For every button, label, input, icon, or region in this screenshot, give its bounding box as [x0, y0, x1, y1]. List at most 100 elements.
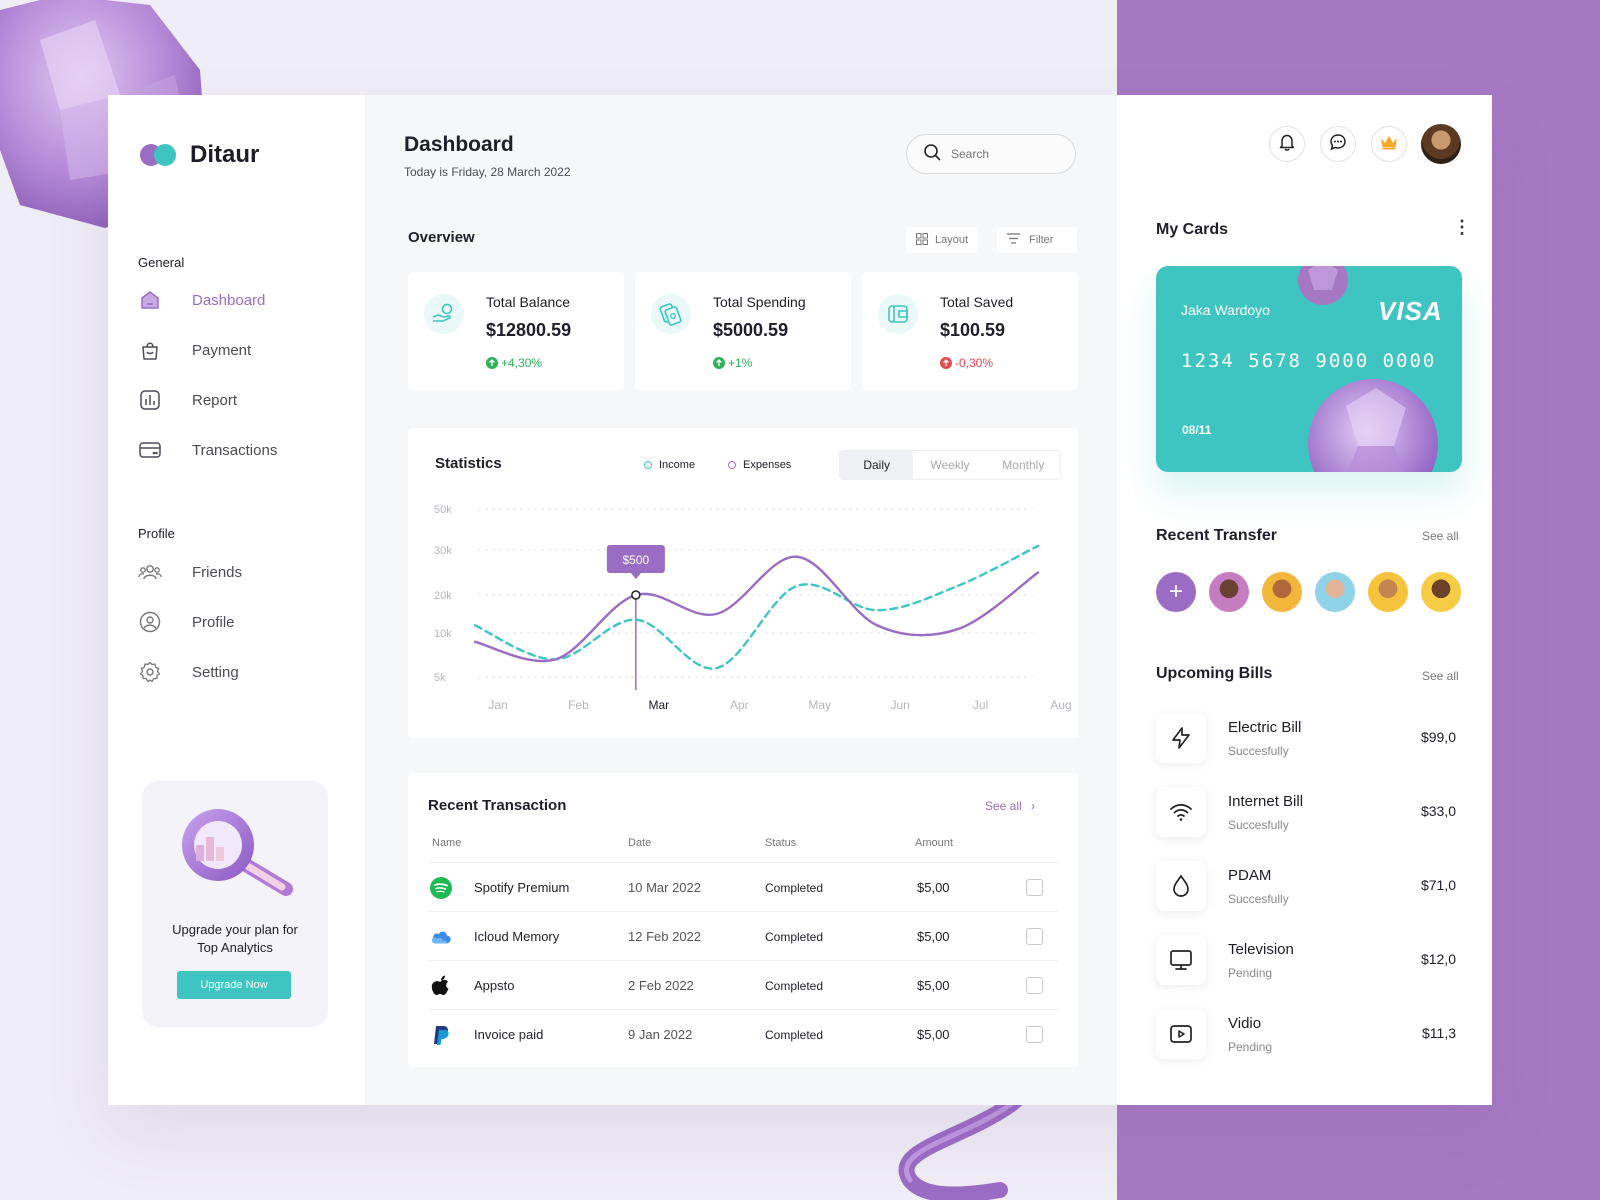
table-row[interactable]: Spotify Premium 10 Mar 2022 Completed $5…: [428, 862, 1058, 911]
messages-button[interactable]: [1320, 126, 1356, 162]
stat-card-total-spending[interactable]: Total Spending $5000.59 +1%: [635, 272, 851, 390]
column-header-status: Status: [765, 837, 797, 849]
search-input[interactable]: [951, 147, 1061, 161]
card-holder-name: Jaka Wardoyo: [1181, 302, 1270, 318]
see-all-transactions-link[interactable]: See all ›: [985, 799, 1035, 813]
visa-logo: VISA: [1378, 296, 1443, 326]
statistics-line-chart[interactable]: 50k 30k 20k 10k 5k Jan Feb Mar Apr May Jun Jul Aug $5…: [408, 428, 1078, 738]
my-cards-title: My Cards: [1156, 221, 1229, 238]
recent-transaction-title: Recent Transaction: [428, 797, 567, 814]
bill-item-television[interactable]: Television Pending $12,0: [1156, 935, 1456, 985]
more-options-icon[interactable]: ⋮: [1453, 217, 1471, 237]
row-checkbox[interactable]: [1026, 928, 1043, 945]
layout-label: Layout: [935, 234, 969, 246]
legend-income-marker: [644, 461, 652, 469]
brand-logo[interactable]: Ditaur: [140, 141, 259, 169]
row-checkbox[interactable]: [1026, 1026, 1043, 1043]
logo-mark-teal: [154, 144, 176, 166]
transfer-contact-avatar[interactable]: [1262, 572, 1302, 612]
tab-monthly[interactable]: Monthly: [1002, 458, 1045, 472]
bill-name: PDAM: [1228, 867, 1272, 884]
sidebar-item-report[interactable]: Report: [138, 385, 237, 415]
sidebar-item-profile[interactable]: Profile: [138, 607, 235, 637]
bill-status: Succesfully: [1228, 892, 1289, 906]
tab-weekly[interactable]: Weekly: [930, 458, 970, 472]
stat-card-total-balance[interactable]: Total Balance $12800.59 +4,30%: [408, 272, 624, 390]
x-tick-label: Jun: [890, 698, 909, 712]
upgrade-text: Upgrade your plan for Top Analytics: [142, 921, 328, 957]
see-all-bills-link[interactable]: See all: [1422, 669, 1459, 683]
stat-change: -0,30%: [940, 356, 993, 370]
search-box[interactable]: [906, 134, 1076, 174]
transaction-date: 9 Jan 2022: [628, 1027, 693, 1042]
filter-button[interactable]: Filter: [997, 227, 1077, 253]
sidebar-item-label: Payment: [192, 341, 252, 359]
visa-card[interactable]: Jaka Wardoyo VISA 1234 5678 9000 0000 08…: [1156, 266, 1462, 472]
tooltip-label: $500: [623, 553, 650, 567]
transaction-status: Completed: [765, 1028, 824, 1042]
transfer-contact-avatar[interactable]: [1209, 572, 1249, 612]
series-line-expenses: [473, 555, 1040, 663]
row-checkbox[interactable]: [1026, 977, 1043, 994]
table-row[interactable]: Icloud Memory 12 Feb 2022 Completed $5,0…: [428, 911, 1058, 960]
premium-button[interactable]: [1371, 126, 1407, 162]
transfer-contact-avatar[interactable]: [1315, 572, 1355, 612]
bill-status: Succesfully: [1228, 818, 1289, 832]
stat-card-total-saved[interactable]: Total Saved $100.59 -0,30%: [862, 272, 1078, 390]
x-tick-label: May: [808, 698, 831, 712]
wallet-icon: [878, 294, 918, 334]
video-icon: [1156, 1009, 1206, 1059]
user-avatar[interactable]: [1421, 124, 1461, 164]
sidebar-item-label: Transactions: [192, 441, 278, 459]
bill-amount: $71,0: [1420, 877, 1456, 893]
bill-item-internet[interactable]: Internet Bill Succesfully $33,0: [1156, 787, 1456, 837]
x-tick-label: Jul: [973, 698, 988, 712]
bill-status: Pending: [1228, 966, 1273, 980]
sidebar-item-label: Setting: [192, 663, 239, 681]
table-row[interactable]: Appsto 2 Feb 2022 Completed $5,00: [428, 960, 1058, 1009]
filter-icon: [1007, 233, 1020, 247]
sidebar-item-setting[interactable]: Setting: [138, 657, 239, 687]
bill-item-electric[interactable]: Electric Bill Succesfully $99,0: [1156, 713, 1456, 763]
stat-label: Total Balance: [486, 294, 571, 310]
bill-amount: $99,0: [1420, 729, 1456, 745]
tooltip-pointer: [630, 573, 641, 579]
series-line-income: [473, 544, 1040, 670]
transaction-status: Completed: [765, 979, 824, 993]
bill-item-pdam[interactable]: PDAM Succesfully $71,0: [1156, 861, 1456, 911]
sidebar-item-transactions[interactable]: Transactions: [138, 435, 277, 465]
add-transfer-button[interactable]: +: [1156, 572, 1196, 612]
money-icon: [651, 294, 691, 334]
filter-label: Filter: [1029, 234, 1054, 246]
stat-change-value: -0,30%: [955, 356, 994, 370]
transfer-contact-avatar[interactable]: [1368, 572, 1408, 612]
y-tick-label: 20k: [434, 590, 452, 602]
bill-status: Pending: [1228, 1040, 1273, 1054]
layout-button[interactable]: Layout: [906, 227, 979, 253]
see-all-transfers-link[interactable]: See all: [1422, 529, 1459, 543]
column-header-name: Name: [432, 837, 462, 849]
upgrade-now-button[interactable]: Upgrade Now: [177, 971, 291, 999]
upcoming-bills-title: Upcoming Bills: [1156, 665, 1273, 682]
x-tick-label: Mar: [649, 698, 670, 712]
sidebar-item-payment[interactable]: Payment: [138, 335, 251, 365]
upgrade-card: Upgrade your plan for Top Analytics Upgr…: [142, 781, 328, 1027]
lightning-icon: [1156, 713, 1206, 763]
bill-item-vidio[interactable]: Vidio Pending $11,3: [1156, 1009, 1456, 1059]
statistics-title: Statistics: [435, 455, 502, 472]
bill-name: Electric Bill: [1228, 719, 1302, 736]
transfer-contact-avatar[interactable]: [1421, 572, 1461, 612]
notification-button[interactable]: [1269, 126, 1305, 162]
chevron-right-icon: ›: [1031, 799, 1036, 813]
statistics-panel: Statistics Income Expenses Daily Weekly …: [408, 428, 1078, 738]
legend-expenses-marker: [728, 461, 736, 469]
sidebar-item-dashboard[interactable]: Dashboard: [138, 285, 265, 315]
arrow-up-icon: [713, 357, 725, 369]
row-checkbox[interactable]: [1026, 879, 1043, 896]
sidebar-item-friends[interactable]: Friends: [138, 557, 242, 587]
wifi-icon: [1156, 787, 1206, 837]
table-row[interactable]: Invoice paid 9 Jan 2022 Completed $5,00: [428, 1009, 1058, 1058]
main-content: Dashboard Today is Friday, 28 March 2022…: [365, 95, 1117, 1105]
tab-daily[interactable]: Daily: [840, 451, 914, 479]
upgrade-text-line2: Top Analytics: [197, 940, 273, 955]
